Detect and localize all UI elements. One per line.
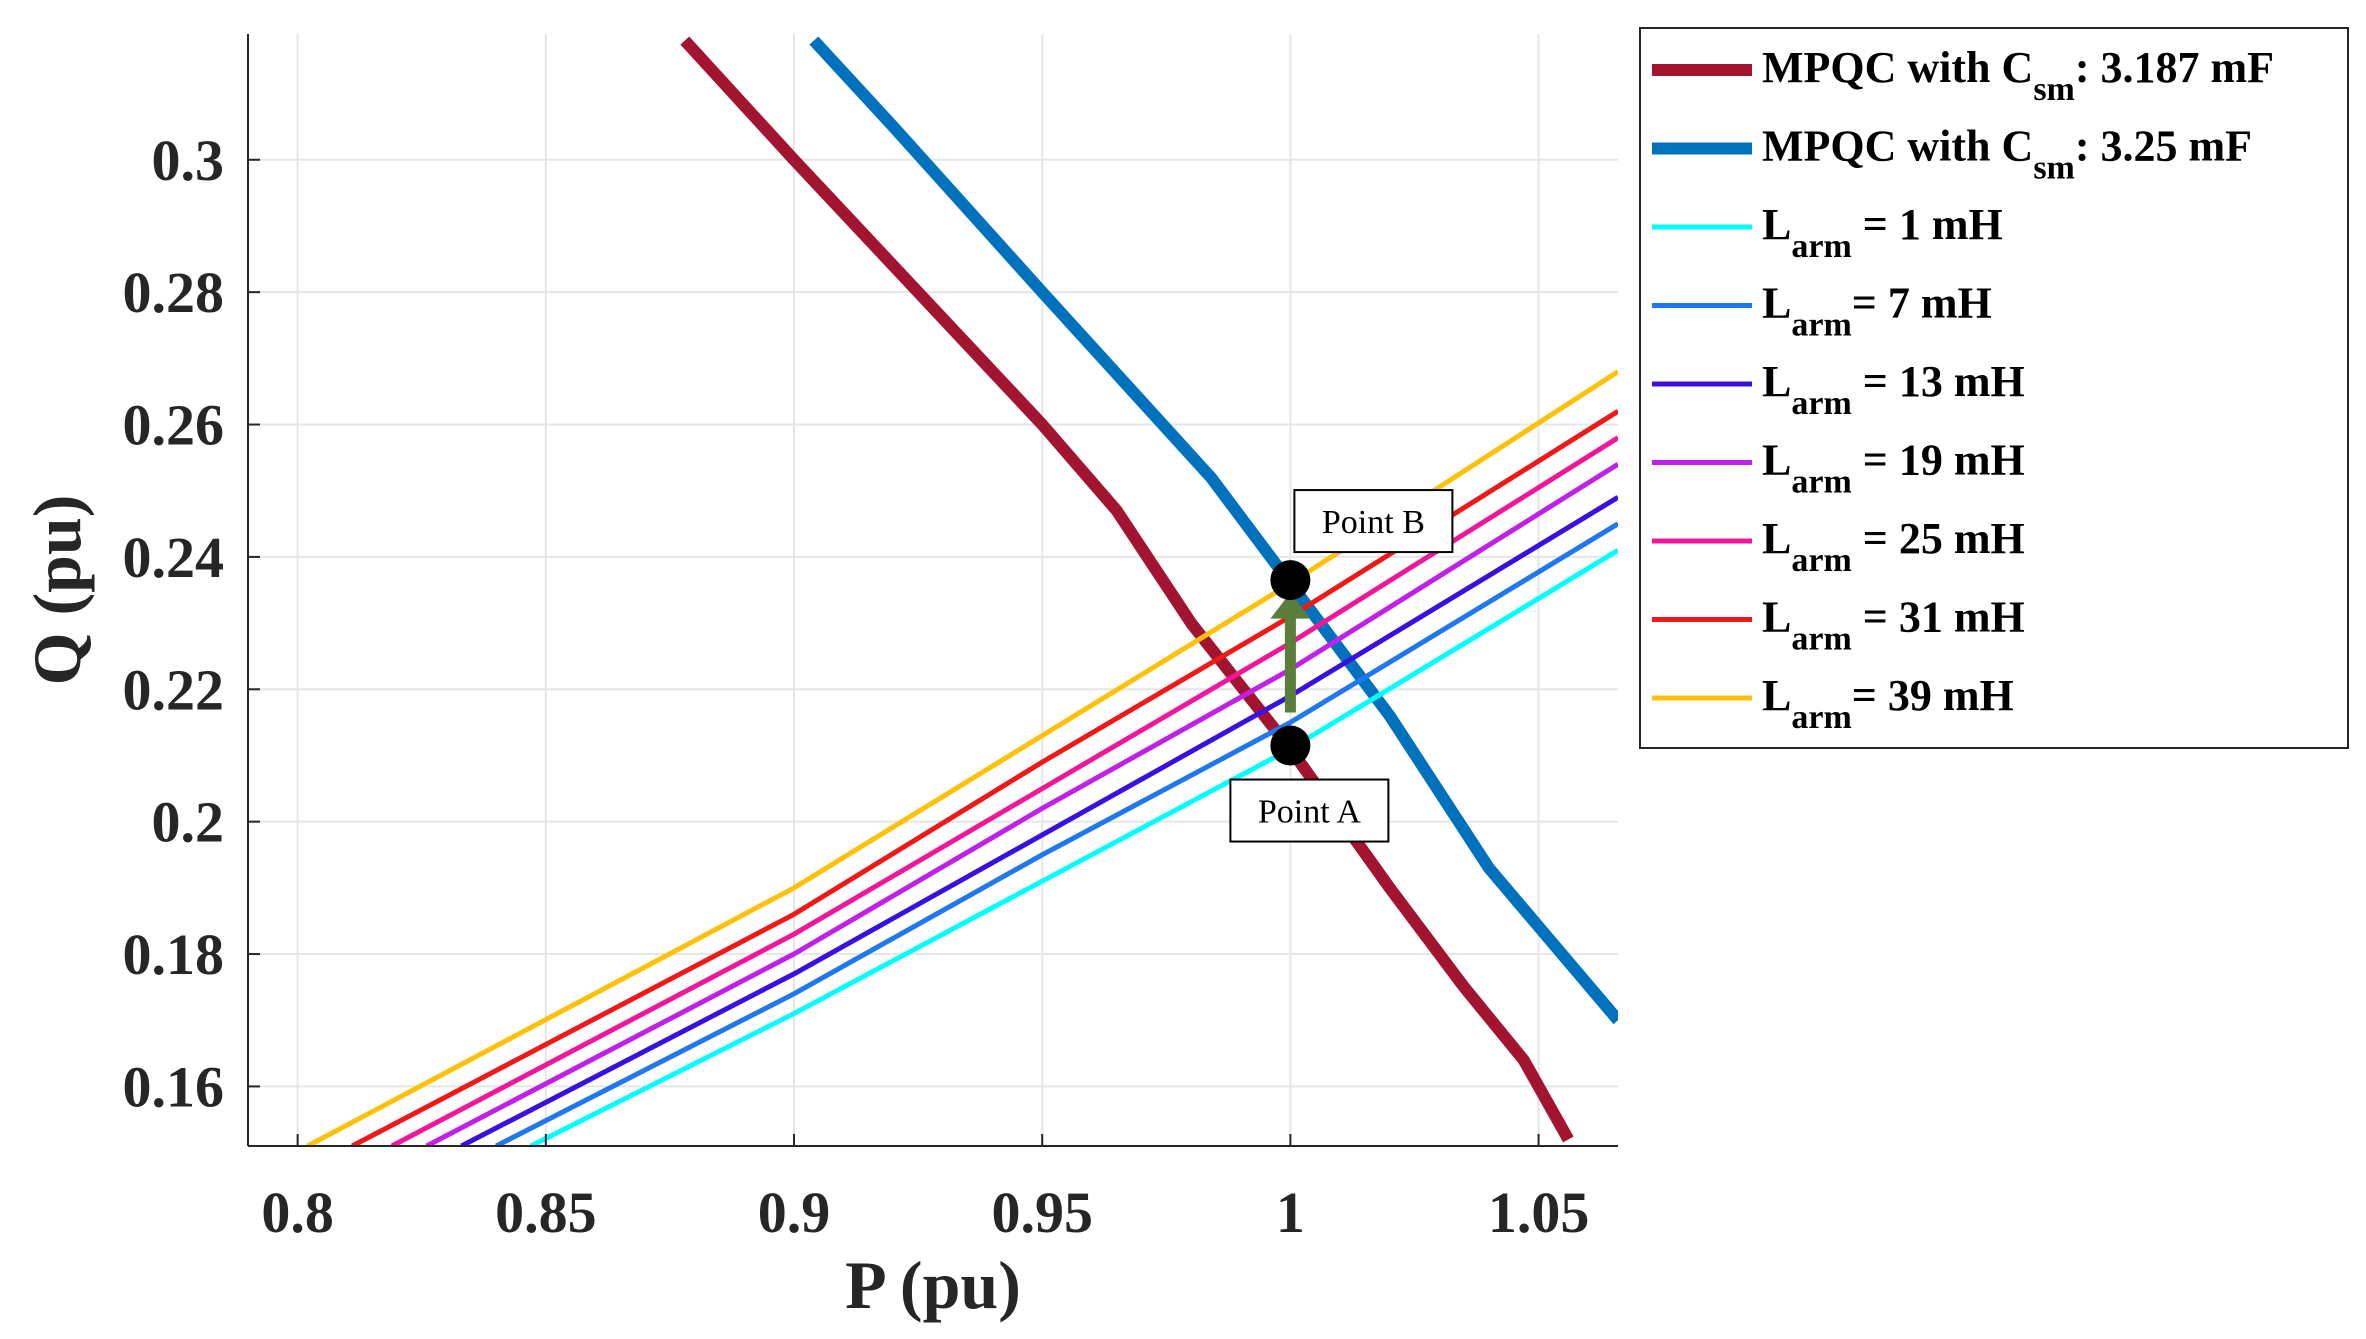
legend-entry-6: Larm = 25 mH [1652, 514, 2025, 579]
legend-entry-7: Larm = 31 mH [1652, 593, 2025, 658]
point-a-marker [1270, 725, 1311, 766]
series-line-5 [425, 462, 1618, 1146]
axes [247, 34, 1618, 1147]
legend: MPQC with Csm: 3.187 mF MPQC with Csm: 3.… [1639, 27, 2349, 749]
series-line-3 [495, 521, 1618, 1146]
legend-box [1639, 27, 2349, 749]
y-tick-label-3: 0.22 [123, 657, 225, 722]
y-axis-label: Q (pu) [19, 495, 95, 686]
legend-label-2: Larm = 1 mH [1762, 200, 2003, 265]
y-tick-label-2: 0.2 [152, 790, 225, 855]
series-line-2 [529, 548, 1618, 1146]
legend-entry-1: MPQC with Csm: 3.25 mF [1652, 122, 2252, 187]
point-b-label: Point B [1322, 504, 1425, 541]
y-tick-label-6: 0.28 [123, 260, 225, 325]
legend-entry-5: Larm = 19 mH [1652, 436, 2025, 501]
y-tick-label-5: 0.26 [123, 393, 225, 458]
series-line-0 [680, 36, 1574, 1143]
series-line-6 [390, 435, 1618, 1146]
legend-label-7: Larm = 31 mH [1762, 593, 2025, 658]
point-b-label-box [1293, 489, 1454, 554]
legend-label-4: Larm = 13 mH [1762, 357, 2025, 422]
x-tick-label-5: 1.05 [1488, 1180, 1590, 1245]
legend-label-1: MPQC with Csm: 3.25 mF [1762, 122, 2252, 187]
legend-label-5: Larm = 19 mH [1762, 436, 2025, 501]
tick-labels: 0.8 0.85 0.9 0.95 1 1.05 0.16 0.18 0.2 0.22 0.24 0.… [123, 128, 1590, 1245]
x-tick-label-2: 0.9 [758, 1180, 831, 1245]
y-tick-label-1: 0.18 [123, 922, 225, 987]
legend-label-3: Larm= 7 mH [1762, 279, 1992, 344]
x-axis-label: P (pu) [845, 1247, 1021, 1323]
series-line-4 [460, 495, 1618, 1146]
arrow-head [1270, 592, 1311, 619]
point-b-marker [1270, 560, 1311, 601]
legend-entry-0: MPQC with Csm: 3.187 mF [1652, 43, 2274, 108]
legend-entry-4: Larm = 13 mH [1652, 357, 2025, 422]
point-a-label: Point A [1258, 794, 1361, 831]
legend-entry-2: Larm = 1 mH [1652, 200, 2003, 265]
legend-label-6: Larm = 25 mH [1762, 514, 2025, 579]
series-line-1 [809, 36, 1618, 1025]
y-tick-label-0: 0.16 [123, 1054, 225, 1119]
legend-label-0: MPQC with Csm: 3.187 mF [1762, 43, 2274, 108]
point-a-label-box [1229, 778, 1390, 843]
x-tick-label-3: 0.95 [991, 1180, 1093, 1245]
annotations: Point A Point B [1229, 489, 1454, 843]
legend-label-8: Larm= 39 mH [1762, 671, 2014, 736]
x-tick-label-4: 1 [1276, 1180, 1305, 1245]
legend-entry-8: Larm= 39 mH [1652, 671, 2014, 736]
legend-entry-3: Larm= 7 mH [1652, 279, 1992, 344]
y-tick-label-4: 0.24 [123, 525, 225, 590]
x-tick-label-0: 0.8 [261, 1180, 334, 1245]
x-tick-label-1: 0.85 [495, 1180, 597, 1245]
y-tick-label-7: 0.3 [152, 128, 225, 193]
